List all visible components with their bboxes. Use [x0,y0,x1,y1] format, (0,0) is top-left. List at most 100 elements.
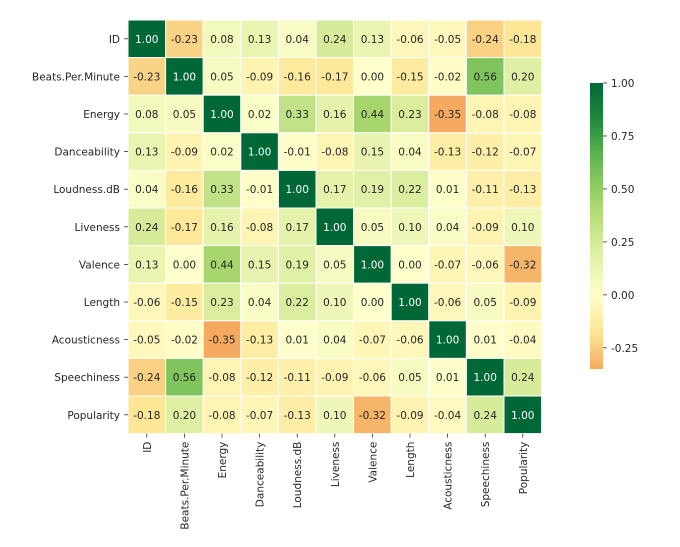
column-label: Danceability [255,442,267,508]
heatmap-cell-value: 0.05 [173,109,196,121]
heatmap-cell-value: 0.33 [286,109,309,121]
heatmap-cell-value: 0.05 [474,297,497,309]
heatmap-cell [503,357,543,397]
heatmap-cell [353,282,392,322]
heatmap-colorbar: 1.00 0.75 0.50 0.25 0.00 -0.25 [590,78,638,369]
heatmap-cell-value: -0.09 [396,410,423,422]
heatmap-cell-value: -0.23 [171,34,198,46]
heatmap-cell-value: -0.23 [133,71,160,83]
heatmap-cell [315,282,355,322]
colorbar-tick-label: 0.25 [611,237,634,249]
heatmap-cell [127,245,167,284]
heatmap-cell [503,94,543,134]
heatmap-cell-value: 0.02 [248,109,271,121]
heatmap-cell-value: 0.00 [361,297,384,309]
heatmap-cell [277,395,317,435]
heatmap-cell [465,320,505,359]
heatmap-cell-value: 0.15 [248,259,271,271]
heatmap-cell [428,132,467,171]
row-label: ID [109,34,120,46]
heatmap-cell-value: 0.04 [323,335,347,347]
heatmap-cell-value: 1.00 [474,372,497,384]
heatmap-cell [240,245,279,284]
heatmap-cell-value: 0.13 [248,34,271,46]
heatmap-cell [353,320,392,359]
heatmap-cell-value: 1.00 [286,184,309,196]
heatmap-cell [390,320,430,359]
heatmap-cell-value: -0.06 [359,372,386,384]
heatmap-cell [503,245,543,284]
heatmap-cell-value: 0.24 [474,410,498,422]
heatmap-cell [127,320,167,359]
heatmap-cell-value: 1.00 [173,71,196,83]
heatmap-cell [503,132,543,171]
heatmap-cell [127,57,167,96]
heatmap-cell [277,282,317,322]
row-label: Danceability [54,147,120,159]
heatmap-cell [165,282,204,322]
heatmap-cell-value: 0.04 [286,34,310,46]
row-label: Loudness.dB [53,184,120,196]
heatmap-cell [428,94,467,134]
heatmap-cell-value: 0.33 [210,184,233,196]
heatmap-cell-value: 0.20 [511,71,534,83]
heatmap-cell [465,57,505,96]
heatmap-cell-value: -0.05 [434,34,461,46]
heatmap-cell-value: -0.06 [396,335,423,347]
heatmap-cell [315,245,355,284]
heatmap-cell-value: -0.08 [509,109,536,121]
heatmap-cell [240,132,279,171]
heatmap-cell-value: -0.06 [133,297,160,309]
heatmap-cell-value: 0.01 [286,335,309,347]
heatmap-cell-value: -0.04 [509,335,536,347]
heatmap-cell-value: 0.01 [474,335,497,347]
heatmap-cell-value: 0.13 [361,34,384,46]
heatmap-cell-value: 0.24 [511,372,535,384]
colorbar-tick-label: 0.00 [611,290,634,302]
heatmap-cell-value: 0.10 [323,297,346,309]
heatmap-cell-value: -0.24 [472,34,499,46]
heatmap-cell [390,19,430,59]
heatmap-cell [428,357,467,397]
heatmap-cell [428,245,467,284]
heatmap-cell [353,94,392,134]
heatmap-cell [315,357,355,397]
heatmap-cell-value: 0.10 [511,222,534,234]
heatmap-cell-value: 0.16 [210,222,234,234]
heatmap-cell-value: 1.00 [323,222,346,234]
heatmap-cell [202,320,242,359]
row-label: Acousticness [52,335,120,347]
heatmap-cell-value: 0.13 [135,147,158,159]
heatmap-cell [428,57,467,96]
row-label: Energy [83,109,120,121]
heatmap-cell [240,169,279,209]
heatmap-cell-value: -0.13 [284,410,311,422]
heatmap-cell-value: 0.05 [398,372,421,384]
heatmap-cell-value: -0.32 [359,410,386,422]
heatmap-cell [127,207,167,247]
heatmap-cell-value: -0.32 [509,259,536,271]
heatmap-cell-value: 0.08 [210,34,233,46]
heatmap-cell-value: 0.10 [398,222,421,234]
heatmap-cell-value: -0.15 [171,297,198,309]
heatmap-cell-value: -0.09 [321,372,348,384]
heatmap-cell [277,57,317,96]
heatmap-cell [127,282,167,322]
heatmap-cell-value: 0.19 [361,184,384,196]
heatmap-cell [503,19,543,59]
colorbar-gradient [590,83,603,369]
heatmap-cell [428,207,467,247]
heatmap-cell-value: 0.05 [361,222,384,234]
row-label: Popularity [67,410,120,422]
heatmap-cell [315,207,355,247]
row-label: Length [84,297,120,309]
heatmap-cell [390,282,430,322]
heatmap-cell [165,395,204,435]
heatmap-cell [390,395,430,435]
heatmap-cell [465,245,505,284]
heatmap-cell [390,57,430,96]
heatmap-cell-value: -0.15 [396,71,423,83]
column-label: Liveness [330,442,342,488]
heatmap-cell [428,320,467,359]
heatmap-cell-value: 0.04 [398,147,422,159]
